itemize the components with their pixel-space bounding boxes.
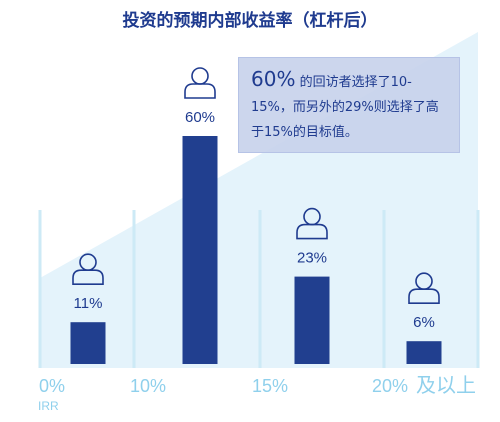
value-label-0: 11% <box>74 295 103 312</box>
bars <box>70 136 442 364</box>
callout-highlight: 60% <box>251 67 296 91</box>
person-icon <box>72 253 104 285</box>
callout-box: 60% 的回访者选择了10-15%，而另外的29%则选择了高于15%的目标值。 <box>238 57 460 153</box>
x-tick-label-2: 15% <box>252 376 288 396</box>
value-labels: 11% 60% 23% 6% <box>74 109 435 331</box>
value-label-1: 60% <box>185 109 215 126</box>
value-label-2: 23% <box>297 250 327 267</box>
x-axis-ticks: 0% 10% 15% 20% 及以上 <box>39 374 476 397</box>
x-tick-label-0: 0% <box>39 376 65 396</box>
bar-3 <box>406 341 442 364</box>
x-tick-label-1: 10% <box>130 376 166 396</box>
value-label-3: 6% <box>413 314 435 331</box>
person-icon-body <box>72 269 104 285</box>
x-tick-label-3: 20% <box>372 376 408 396</box>
bar-2 <box>294 276 330 364</box>
gridlines <box>38 210 480 368</box>
x-axis-unit-label: IRR <box>38 399 59 413</box>
x-tick-label-4: 及以上 <box>416 374 476 397</box>
person-icon <box>184 67 216 99</box>
person-icon-body <box>408 288 440 304</box>
person-icons <box>72 67 440 304</box>
person-icon-body <box>184 83 216 99</box>
person-icon <box>296 207 328 240</box>
callout-text: 的回访者选择了10-15%，而另外的29%则选择了高于15%的目标值。 <box>251 75 439 140</box>
bar-1 <box>182 136 218 364</box>
chart-title: 投资的预期内部收益率（杠杆后） <box>122 11 378 31</box>
person-icon-head <box>191 67 209 85</box>
bar-0 <box>70 322 106 364</box>
person-icon <box>408 272 440 304</box>
person-icon-body <box>296 223 328 240</box>
